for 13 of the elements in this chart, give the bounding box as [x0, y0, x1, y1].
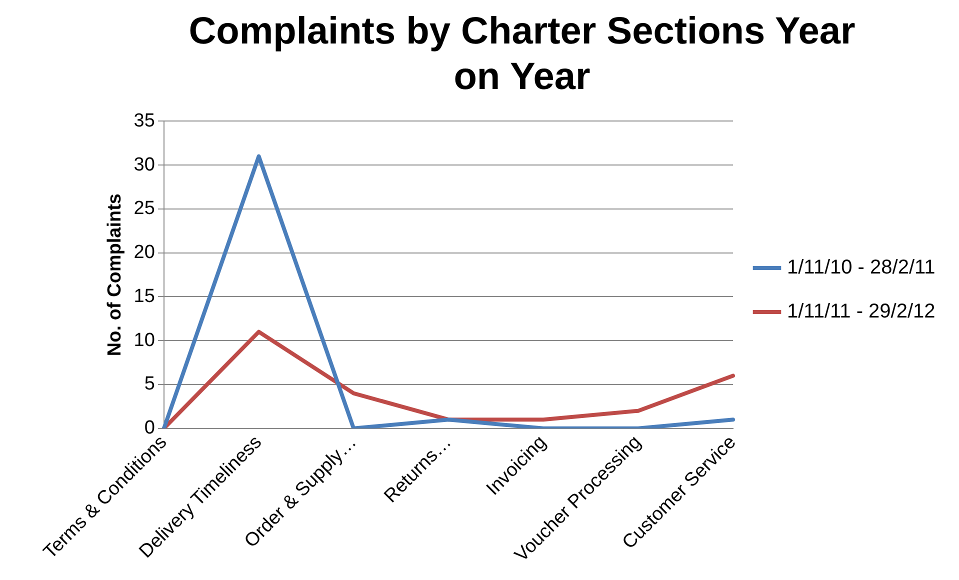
text: Complaints by Charter Sections Year [188, 10, 856, 52]
y-tick-label: 15 [134, 286, 155, 307]
legend-label: 1/11/10 - 28/2/11 [787, 256, 936, 279]
y-tick-label: 20 [134, 242, 155, 264]
y-axis-title: No. of Complaints [104, 194, 126, 356]
legend-label: 1/11/11 - 29/2/12 [787, 300, 936, 323]
text: on Year [454, 56, 590, 98]
y-tick-label: 25 [134, 198, 155, 220]
y-tick-label: 0 [144, 418, 155, 439]
y-tick-label: 35 [134, 110, 155, 132]
y-tick-label: 10 [134, 330, 155, 351]
y-tick-label: 30 [134, 154, 155, 176]
y-tick-label: 5 [144, 374, 155, 395]
